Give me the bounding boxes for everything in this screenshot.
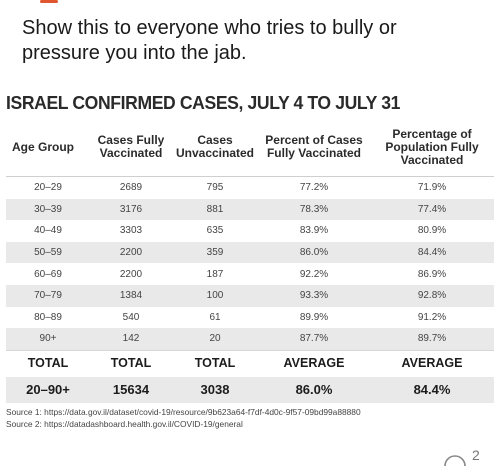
table-row: 40–49 3303 635 83.9% 80.9%	[6, 220, 494, 242]
table-row: 70–79 1384 100 93.3% 92.8%	[6, 284, 494, 307]
post-text-line-1: Show this to everyone who tries to bully…	[22, 17, 397, 39]
table-row: 60–69 2200 187 92.2% 86.9%	[6, 263, 494, 285]
cell-cases-vaccinated: 142	[122, 333, 140, 345]
cell-age-group: 30–39	[34, 203, 62, 215]
source-line-1: Source 1: https://data.gov.il/dataset/co…	[6, 407, 361, 417]
cell-cases-unvaccinated: 20	[209, 333, 221, 345]
cell-age-group: 70–79	[34, 290, 62, 302]
cell-percent-cases: 92.2%	[299, 268, 329, 280]
cell-percent-cases: 78.3%	[299, 203, 329, 215]
totals-value-row: 20–90+ 15634 3038 86.0% 84.4%	[6, 376, 494, 403]
table-row: 90+ 142 20 87.7% 89.7%	[6, 328, 494, 350]
post-text-line-2: pressure you into the jab.	[22, 42, 247, 64]
summary-cases-vaccinated: 15634	[112, 382, 150, 398]
cell-percent-population: 89.7%	[417, 333, 447, 345]
total-label: TOTAL	[27, 355, 69, 370]
cell-cases-vaccinated: 2689	[119, 182, 143, 194]
infographic-title: ISRAEL CONFIRMED CASES, JULY 4 TO JULY 3…	[6, 92, 400, 113]
cell-percent-cases: 89.9%	[299, 311, 329, 323]
table-row: 20–29 2689 795 77.2% 71.9%	[6, 177, 494, 199]
cell-age-group: 40–49	[34, 225, 62, 237]
cell-age-group: 60–69	[34, 268, 62, 280]
cases-table: Age Group Cases Fully Vaccinated Cases U…	[6, 118, 494, 403]
cell-percent-population: 84.4%	[417, 247, 447, 259]
cell-cases-vaccinated: 540	[122, 311, 140, 323]
summary-cases-unvaccinated: 3038	[200, 382, 230, 398]
summary-percent-cases: 86.0%	[295, 382, 333, 398]
header-cases-unvaccinated: Cases Unvaccinated	[175, 133, 255, 160]
header-age-group: Age Group	[12, 139, 74, 154]
cell-percent-population: 77.4%	[417, 203, 447, 215]
average-label: AVERAGE	[283, 355, 345, 370]
post-text: Show this to everyone who tries to bully…	[22, 16, 482, 66]
summary-percent-population: 84.4%	[413, 382, 451, 398]
cell-age-group: 20–29	[34, 182, 62, 194]
cell-cases-unvaccinated: 795	[206, 182, 224, 194]
cell-cases-vaccinated: 2200	[119, 247, 143, 259]
cell-percent-population: 92.8%	[417, 290, 447, 302]
source-line-2: Source 2: https://datadashboard.health.g…	[6, 419, 243, 429]
cell-cases-unvaccinated: 100	[206, 290, 224, 302]
header-percent-population-vaccinated: Percentage of Population Fully Vaccinate…	[385, 126, 479, 167]
total-label: TOTAL	[194, 355, 236, 370]
comment-icon[interactable]	[442, 453, 468, 467]
cell-cases-vaccinated: 3176	[119, 203, 143, 215]
cell-percent-cases: 86.0%	[299, 247, 329, 259]
cell-percent-cases: 83.9%	[299, 225, 329, 237]
cell-percent-population: 80.9%	[417, 225, 447, 237]
cell-cases-unvaccinated: 187	[206, 268, 224, 280]
cell-cases-vaccinated: 2200	[119, 268, 143, 280]
comment-count: 2	[472, 447, 480, 463]
cell-cases-unvaccinated: 881	[206, 203, 224, 215]
cell-age-group: 50–59	[34, 247, 62, 259]
cell-cases-vaccinated: 1384	[119, 290, 143, 302]
cell-percent-population: 91.2%	[417, 311, 447, 323]
cell-age-group: 80–89	[34, 311, 62, 323]
table-row: 30–39 3176 881 78.3% 77.4%	[6, 198, 494, 221]
table-row: 80–89 540 61 89.9% 91.2%	[6, 307, 494, 329]
header-percent-cases-vaccinated: Percent of Cases Fully Vaccinated	[265, 133, 363, 160]
cell-cases-unvaccinated: 61	[209, 311, 221, 323]
cell-percent-population: 86.9%	[417, 268, 447, 280]
header-cases-fully-vaccinated: Cases Fully Vaccinated	[97, 133, 165, 160]
total-label: TOTAL	[110, 355, 152, 370]
cell-percent-population: 71.9%	[417, 182, 447, 194]
cell-age-group: 90+	[39, 333, 57, 345]
cell-percent-cases: 93.3%	[299, 290, 329, 302]
table-row: 50–59 2200 359 86.0% 84.4%	[6, 241, 494, 264]
cell-percent-cases: 77.2%	[299, 182, 329, 194]
sources-block: Source 1: https://data.gov.il/dataset/co…	[6, 406, 498, 430]
cell-cases-unvaccinated: 635	[206, 225, 224, 237]
top-accent-bar	[40, 0, 58, 3]
table-header-row: Age Group Cases Fully Vaccinated Cases U…	[6, 118, 494, 177]
cell-cases-vaccinated: 3303	[119, 225, 143, 237]
average-label: AVERAGE	[401, 355, 463, 370]
summary-age-range: 20–90+	[26, 382, 70, 398]
cell-cases-unvaccinated: 359	[206, 247, 224, 259]
totals-label-row: TOTAL TOTAL TOTAL AVERAGE AVERAGE	[6, 349, 494, 375]
cell-percent-cases: 87.7%	[299, 333, 329, 345]
